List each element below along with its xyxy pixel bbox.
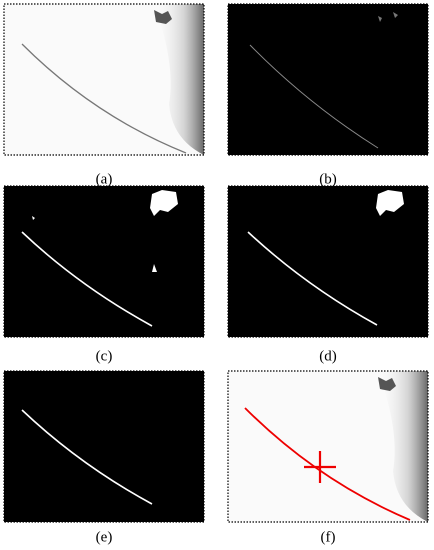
crack — [21, 43, 187, 154]
frame — [227, 185, 429, 338]
crack — [21, 231, 153, 327]
caption: (c) — [96, 348, 113, 364]
panel-d — [227, 185, 429, 338]
caption: (a) — [96, 171, 113, 187]
crack — [21, 409, 153, 505]
frame — [3, 3, 205, 156]
blob — [150, 190, 178, 216]
frame — [3, 370, 205, 523]
lens-edge — [154, 4, 204, 155]
caption: (d) — [319, 348, 337, 364]
smudge — [154, 10, 172, 24]
frame — [3, 185, 205, 338]
frame — [227, 370, 429, 523]
panel-b — [227, 3, 429, 156]
smudge — [378, 377, 396, 391]
image — [4, 371, 204, 522]
panel-c — [3, 185, 205, 338]
image — [228, 4, 428, 155]
center-cross — [304, 451, 336, 483]
noise — [378, 12, 398, 22]
caption: (e) — [96, 529, 113, 545]
panel-a — [3, 3, 205, 156]
image — [4, 186, 204, 337]
caption: (b) — [319, 171, 337, 187]
crack — [247, 231, 378, 326]
panel-e — [3, 370, 205, 523]
blob — [376, 190, 404, 216]
frame — [227, 3, 429, 156]
panel-f — [227, 370, 429, 523]
crack — [249, 44, 379, 149]
lens-edge — [378, 371, 428, 522]
caption: (f) — [321, 529, 336, 545]
crack-overlay — [244, 407, 411, 521]
